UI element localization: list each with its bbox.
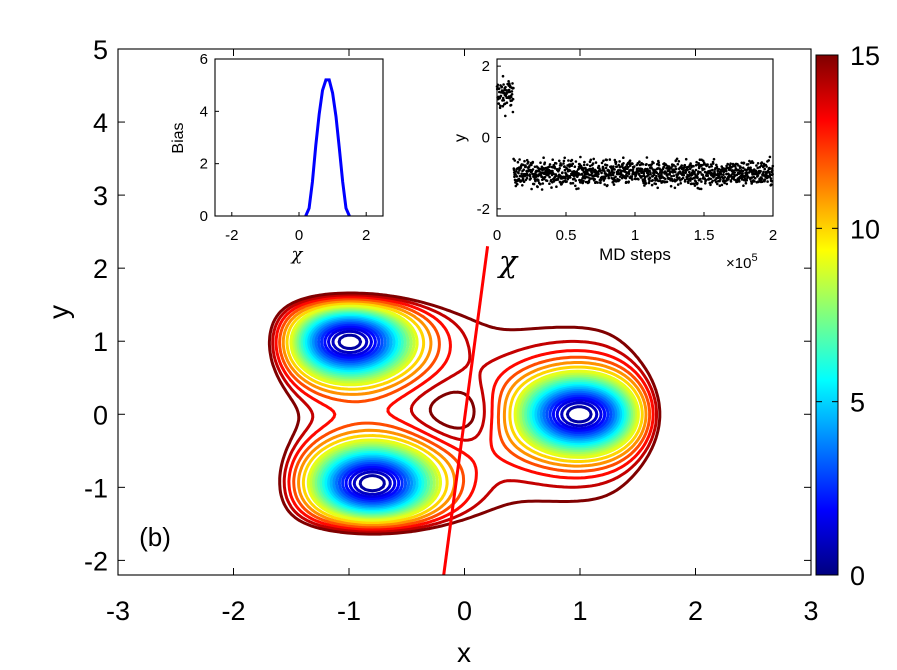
main-x-tick-label-0: -3 bbox=[106, 596, 130, 626]
main-x-ticks: -3 -2 -1 0 1 2 3 bbox=[106, 49, 819, 626]
trajectory-y-ticks: -2 0 2 bbox=[477, 58, 501, 218]
bias-curve bbox=[304, 78, 351, 217]
contour-level-17 bbox=[289, 304, 640, 523]
bias-y-axis-label: Bias bbox=[170, 122, 187, 153]
trajectory-inset: 0 0.5 1 1.5 2 -202 MD steps y ×105 bbox=[452, 58, 777, 272]
contour-level-0 bbox=[337, 333, 593, 493]
bias-y-tick-label-2: 4 bbox=[200, 103, 208, 120]
trajectory-x-tick-label-4: 2 bbox=[769, 227, 777, 244]
trajectory-x-tick-label-1: 0.5 bbox=[556, 227, 577, 244]
main-x-tick-label-3: 0 bbox=[457, 596, 472, 626]
bias-x-ticks: -2 0 2 bbox=[225, 212, 370, 244]
bias-y-tick-label-0: 0 bbox=[200, 208, 208, 225]
main-y-axis-label: y bbox=[43, 305, 74, 319]
trajectory-points bbox=[495, 74, 775, 191]
bias-x-tick-label-1: 0 bbox=[295, 227, 303, 244]
colorbar-ticks: 0 5 10 15 bbox=[816, 41, 880, 591]
main-y-tick-label-6: 4 bbox=[93, 108, 108, 138]
contour-level-5 bbox=[317, 320, 613, 505]
panel-label: (b) bbox=[139, 522, 171, 552]
main-x-tick-label-6: 3 bbox=[803, 596, 818, 626]
main-x-axis-label: x bbox=[457, 637, 471, 668]
trajectory-y-tick-label-2: 2 bbox=[482, 58, 490, 75]
bias-y-tick-label-3: 6 bbox=[200, 51, 208, 68]
colorbar-tick-label-1: 5 bbox=[850, 388, 865, 418]
colorbar-tick-label-2: 10 bbox=[850, 214, 880, 244]
main-y-tick-label-5: 3 bbox=[93, 181, 108, 211]
main-axes: -3 -2 -1 0 1 2 3 -2 -1 0 1 2 3 4 5 x y (b) χ bbox=[43, 35, 819, 668]
trajectory-x-ticks: 0 0.5 1 1.5 2 bbox=[493, 212, 777, 244]
contour-level-19 bbox=[281, 299, 648, 527]
trajectory-x-tick-label-3: 1.5 bbox=[694, 227, 715, 244]
contour-level-2 bbox=[327, 327, 603, 499]
colorbar: 0 5 10 15 bbox=[815, 41, 880, 591]
trajectory-y-tick-label-1: 0 bbox=[482, 130, 490, 147]
trajectory-x-tick-label-0: 0 bbox=[493, 227, 501, 244]
contour-level-1 bbox=[331, 329, 599, 496]
bias-y-tick-label-1: 2 bbox=[200, 156, 208, 173]
trajectory-x-axis-label: MD steps bbox=[599, 245, 671, 264]
main-x-tick-label-4: 1 bbox=[572, 596, 587, 626]
bias-x-tick-label-2: 2 bbox=[362, 227, 370, 244]
main-y-tick-label-1: -1 bbox=[84, 473, 108, 503]
trajectory-y-axis-label: y bbox=[452, 134, 469, 142]
contour-level-22 bbox=[271, 293, 658, 534]
main-y-tick-label-0: -2 bbox=[84, 546, 108, 576]
contour-level-4 bbox=[320, 322, 610, 503]
contour-level-20 bbox=[278, 297, 652, 530]
contour-level-10 bbox=[304, 312, 626, 513]
main-y-tick-label-7: 5 bbox=[93, 35, 108, 65]
trajectory-segment-1 bbox=[512, 155, 775, 191]
bias-y-ticks: 0 2 4 6 bbox=[200, 51, 219, 225]
contour-level-6 bbox=[314, 319, 616, 507]
colorbar-gradient bbox=[815, 54, 839, 576]
contour-level-3 bbox=[323, 324, 607, 501]
contour-level-18 bbox=[285, 301, 644, 525]
contour-level-21 bbox=[274, 295, 655, 532]
bias-x-tick-label-0: -2 bbox=[225, 227, 238, 244]
colorbar-tick-label-0: 0 bbox=[850, 561, 865, 591]
trajectory-y-tick-label-0: -2 bbox=[477, 201, 490, 218]
trajectory-x-tick-label-2: 1 bbox=[631, 227, 639, 244]
cv-line-label: χ bbox=[497, 245, 519, 280]
collective-variable-line bbox=[442, 246, 490, 576]
contour-lines bbox=[267, 291, 662, 536]
contour-level-23 bbox=[267, 291, 662, 536]
main-y-ticks: -2 -1 0 1 2 3 4 5 bbox=[84, 35, 811, 576]
contour-level-8 bbox=[309, 315, 621, 510]
contour-level-7 bbox=[311, 317, 618, 509]
trajectory-x-multiplier: ×105 bbox=[726, 252, 758, 272]
main-y-tick-label-2: 0 bbox=[93, 400, 108, 430]
bias-inset: -2 0 2 0 2 4 6 χ Bias bbox=[170, 51, 384, 265]
main-x-tick-label-2: -1 bbox=[337, 596, 361, 626]
bias-x-axis-label: χ bbox=[290, 244, 304, 265]
main-x-tick-label-1: -2 bbox=[221, 596, 245, 626]
main-y-tick-label-3: 1 bbox=[93, 327, 108, 357]
colorbar-tick-label-3: 15 bbox=[850, 41, 880, 71]
main-y-tick-label-4: 2 bbox=[93, 254, 108, 284]
main-x-tick-label-5: 2 bbox=[688, 596, 703, 626]
